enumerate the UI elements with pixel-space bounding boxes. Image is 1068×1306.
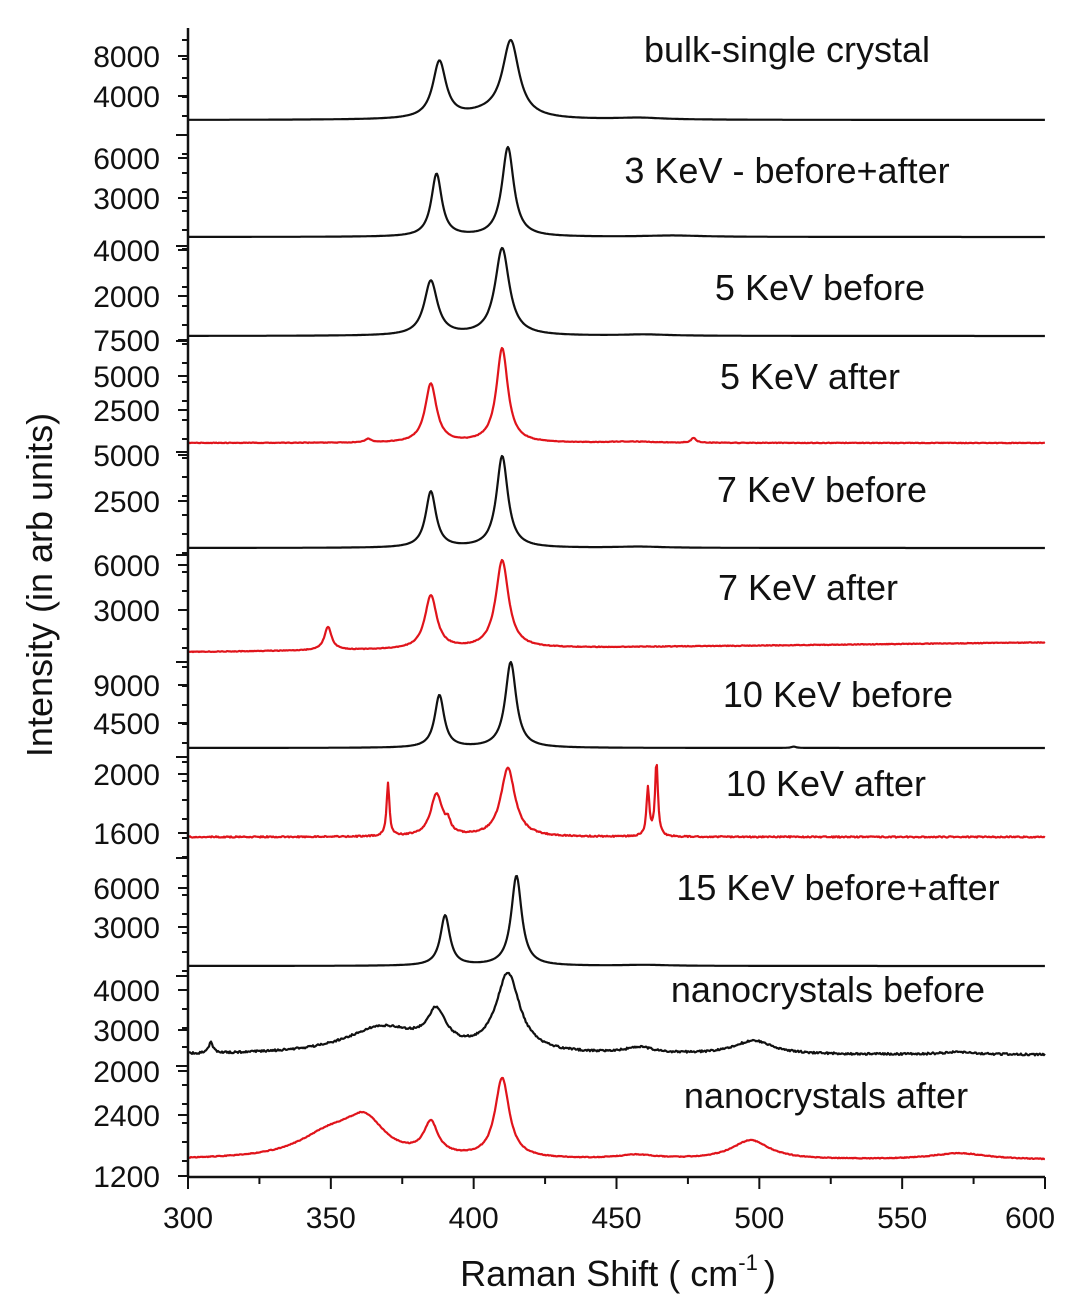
y-tick-label: 3000: [93, 912, 160, 945]
series-trace-7: [187, 660, 1045, 750]
y-tick-label: 8000: [93, 41, 160, 74]
series-label-4: 5 KeV after: [720, 356, 900, 397]
y-tick-label: 6000: [93, 143, 160, 176]
panel-3: 5 KeV before 4000 2000: [93, 235, 1045, 338]
y-tick-label: 3000: [93, 595, 160, 628]
series-label-10: nanocrystals before: [671, 969, 985, 1010]
y-tick-label: 4500: [93, 708, 160, 741]
panel-9: 15 KeV before+after 6000 3000: [93, 867, 1045, 968]
y-tick-label: 3000: [93, 1015, 160, 1048]
y-tick-label: 2000: [93, 759, 160, 792]
series-label-1: bulk-single crystal: [644, 29, 930, 70]
y-tick-label: 5000: [93, 361, 160, 394]
y-tick-label: 1600: [93, 818, 160, 851]
panel-11: nanocrystals after 2000 2400 1200: [93, 1056, 1045, 1194]
series-trace-4: [187, 346, 1046, 445]
y-tick-label: 3000: [93, 183, 160, 216]
x-axis-title: Raman Shift ( cm-1): [460, 1250, 776, 1294]
y-tick-label: 4000: [93, 975, 160, 1008]
series-label-5: 7 KeV before: [717, 469, 927, 510]
y-tick-label: 2000: [93, 281, 160, 314]
x-tick-label: 400: [449, 1202, 499, 1235]
series-label-7: 10 KeV before: [723, 674, 953, 715]
panel-8: 10 KeV after 2000 1600: [93, 759, 1046, 851]
series-label-11: nanocrystals after: [684, 1075, 968, 1116]
y-tick-label: 1200: [93, 1161, 160, 1194]
panel-2: 3 KeV - before+after 6000 3000: [93, 143, 1045, 239]
panel-5: 7 KeV before 5000 2500: [93, 440, 1045, 550]
x-axis: 300 350 400 450 500 550 600: [163, 1175, 1055, 1235]
series-label-3: 5 KeV before: [715, 267, 925, 308]
y-axis-title: Intensity (in arb units): [19, 413, 60, 757]
y-tick-label: 4000: [93, 235, 160, 268]
y-tick-label: 4000: [93, 81, 160, 114]
series-trace-3: [187, 246, 1045, 338]
series-trace-10: [187, 971, 1046, 1057]
y-tick-label: 5000: [93, 440, 160, 473]
series-trace-8: [187, 763, 1046, 839]
panel-7: 10 KeV before 9000 4500: [93, 660, 1045, 750]
y-tick-label: 2000: [93, 1056, 160, 1089]
x-tick-label: 500: [734, 1202, 784, 1235]
series-label-6: 7 KeV after: [718, 567, 898, 608]
panel-10: nanocrystals before 4000 3000: [93, 969, 1046, 1057]
series-trace-1: [187, 38, 1045, 121]
x-tick-label: 550: [877, 1202, 927, 1235]
panel-1: bulk-single crystal 8000 4000: [93, 29, 1045, 121]
series-label-9: 15 KeV before+after: [676, 867, 999, 908]
y-tick-label: 2400: [93, 1100, 160, 1133]
panel-6: 7 KeV after 6000 3000: [93, 550, 1046, 654]
x-tick-label: 300: [163, 1202, 213, 1235]
series-trace-2: [187, 145, 1045, 239]
series-trace-5: [187, 454, 1045, 550]
x-axis-title-superscript: -1: [738, 1250, 758, 1275]
x-tick-label: 600: [1005, 1202, 1055, 1235]
series-trace-6: [187, 558, 1046, 654]
series-label-8: 10 KeV after: [726, 763, 926, 804]
y-tick-label: 2500: [93, 486, 160, 519]
y-tick-label: 6000: [93, 873, 160, 906]
x-axis-title-close: ): [764, 1253, 776, 1294]
x-tick-label: 350: [306, 1202, 356, 1235]
series-label-2: 3 KeV - before+after: [624, 150, 949, 191]
y-tick-label: 6000: [93, 550, 160, 583]
series-trace-11: [187, 1076, 1045, 1161]
y-tick-label: 2500: [93, 395, 160, 428]
y-tick-label: 7500: [93, 325, 160, 358]
series-trace-9: [187, 874, 1045, 968]
y-tick-label: 9000: [93, 670, 160, 703]
x-tick-label: 450: [591, 1202, 641, 1235]
